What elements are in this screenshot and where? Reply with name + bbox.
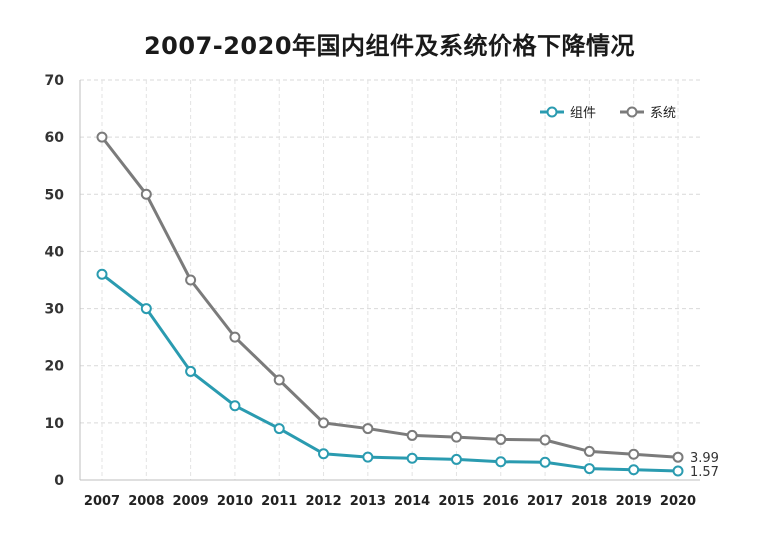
data-point <box>273 374 285 386</box>
x-tick-label: 2008 <box>128 494 164 509</box>
data-point <box>539 456 551 468</box>
data-point <box>495 456 507 468</box>
data-point <box>229 400 241 412</box>
y-axis-ticks: 0 10 20 30 40 50 60 70 <box>45 73 65 489</box>
data-point <box>450 453 462 465</box>
data-point <box>450 431 462 443</box>
x-tick-label: 2019 <box>616 494 652 509</box>
y-tick-label: 50 <box>45 187 65 203</box>
data-point <box>318 448 330 460</box>
data-point <box>672 465 684 477</box>
x-tick-label: 2020 <box>660 494 696 509</box>
data-point <box>318 417 330 429</box>
data-point <box>96 268 108 280</box>
series-line <box>101 273 679 473</box>
axes <box>79 80 700 481</box>
data-point <box>628 448 640 460</box>
series-line <box>100 136 679 459</box>
plot-area <box>80 80 700 480</box>
data-point <box>362 423 374 435</box>
data-point <box>406 429 418 441</box>
gridlines <box>80 79 700 480</box>
data-point <box>229 331 241 343</box>
legend-swatch-marker <box>546 106 558 118</box>
y-tick-label: 60 <box>45 130 65 146</box>
data-label: 1.57 <box>690 465 719 480</box>
y-tick-label: 20 <box>45 359 65 375</box>
data-point <box>362 451 374 463</box>
x-tick-label: 2015 <box>438 494 474 509</box>
data-point <box>628 464 640 476</box>
x-tick-label: 2018 <box>571 494 607 509</box>
data-point <box>140 188 152 200</box>
x-tick-label: 2017 <box>527 494 563 509</box>
data-point <box>539 434 551 446</box>
data-label: 3.99 <box>690 451 719 466</box>
data-point <box>406 452 418 464</box>
chart-title: 2007-2020年国内组件及系统价格下降情况 <box>143 32 636 60</box>
legend: 组件 系统 <box>540 106 676 121</box>
data-point <box>273 423 285 435</box>
y-tick-label: 70 <box>45 73 65 89</box>
x-tick-label: 2014 <box>394 494 430 509</box>
data-point <box>583 463 595 475</box>
x-axis-ticks: 2007 2008 2009 2010 2011 2012 2013 2014 2015 2016… <box>84 494 696 509</box>
data-point <box>495 433 507 445</box>
data-point <box>185 365 197 377</box>
series-group <box>96 131 684 477</box>
data-point <box>185 274 197 286</box>
x-tick-label: 2009 <box>173 494 209 509</box>
y-tick-label: 10 <box>45 416 65 432</box>
y-tick-label: 40 <box>45 244 65 260</box>
x-tick-label: 2016 <box>483 494 519 509</box>
legend-label: 系统 <box>650 106 676 121</box>
data-point <box>140 303 152 315</box>
legend-swatch-marker <box>626 106 638 118</box>
x-tick-label: 2012 <box>305 494 341 509</box>
annotations: 3.991.57 <box>690 451 719 480</box>
data-point <box>583 445 595 457</box>
x-tick-label: 2011 <box>261 494 297 509</box>
data-point <box>96 131 108 143</box>
x-tick-label: 2010 <box>217 494 253 509</box>
y-tick-label: 30 <box>45 302 65 318</box>
legend-label: 组件 <box>570 106 596 121</box>
data-point <box>672 451 684 463</box>
y-tick-label: 0 <box>54 473 64 489</box>
x-tick-label: 2013 <box>350 494 386 509</box>
x-tick-label: 2007 <box>84 494 120 509</box>
